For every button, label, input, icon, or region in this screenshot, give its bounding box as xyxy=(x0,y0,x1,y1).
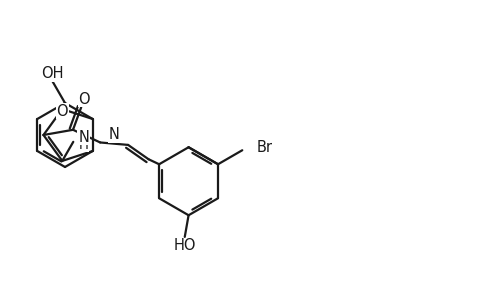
Text: HO: HO xyxy=(174,238,196,253)
Text: OH: OH xyxy=(42,66,64,81)
Text: N: N xyxy=(78,130,89,145)
Text: O: O xyxy=(56,104,68,119)
Text: N: N xyxy=(108,127,120,142)
Text: H: H xyxy=(78,139,88,152)
Text: Br: Br xyxy=(256,140,272,155)
Text: O: O xyxy=(78,92,90,107)
